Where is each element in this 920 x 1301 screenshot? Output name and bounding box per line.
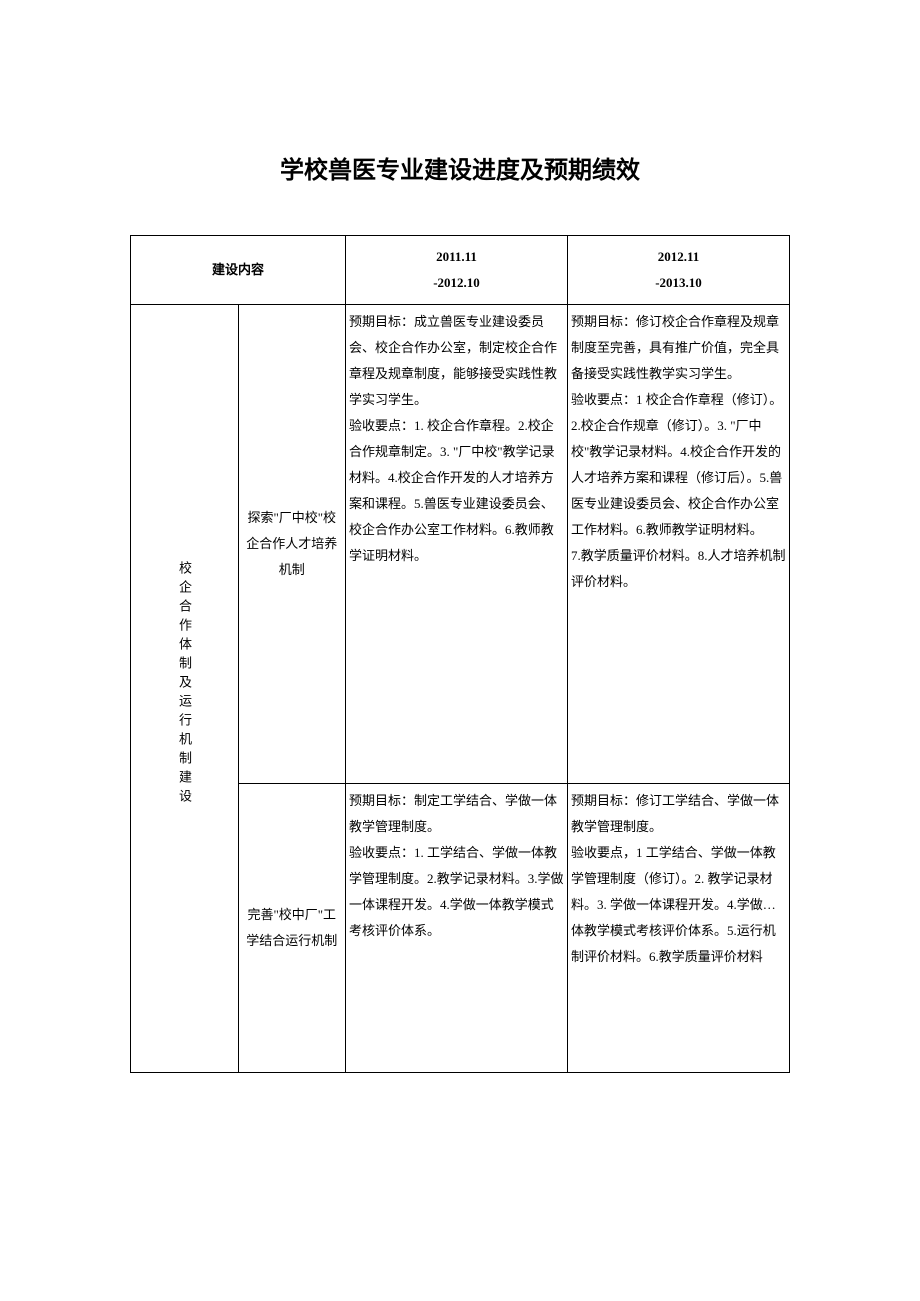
row-period1: 预期目标：制定工学结合、学做一体教学管理制度。 验收要点：1. 工学结合、学做一… <box>346 784 568 1073</box>
row-period2: 预期目标：修订工学结合、学做一体教学管理制度。 验收要点，1 工学结合、学做一体… <box>568 784 790 1073</box>
row-subtitle: 探索"厂中校"校企合作人才培养机制 <box>238 305 346 784</box>
header-period2: 2012.11 -2013.10 <box>568 236 790 305</box>
document-page: 学校兽医专业建设进度及预期绩效 建设内容 2011.11 -2012.10 20… <box>0 0 920 1273</box>
header-period1: 2011.11 -2012.10 <box>346 236 568 305</box>
progress-table: 建设内容 2011.11 -2012.10 2012.11 -2013.10 校… <box>130 235 790 1073</box>
table-row: 校企合作体制及运行机制建设 探索"厂中校"校企合作人才培养机制 预期目标：成立兽… <box>131 305 790 784</box>
category-label: 校企合作体制及运行机制建设 <box>173 561 196 808</box>
table-header-row: 建设内容 2011.11 -2012.10 2012.11 -2013.10 <box>131 236 790 305</box>
row-period1: 预期目标：成立兽医专业建设委员会、校企合作办公室，制定校企合作章程及规章制度，能… <box>346 305 568 784</box>
row-subtitle: 完善"校中厂"工学结合运行机制 <box>238 784 346 1073</box>
category-cell: 校企合作体制及运行机制建设 <box>131 305 239 1073</box>
header-content: 建设内容 <box>131 236 346 305</box>
document-title: 学校兽医专业建设进度及预期绩效 <box>130 150 790 185</box>
row-period2: 预期目标：修订校企合作章程及规章制度至完善，具有推广价值，完全具备接受实践性教学… <box>568 305 790 784</box>
